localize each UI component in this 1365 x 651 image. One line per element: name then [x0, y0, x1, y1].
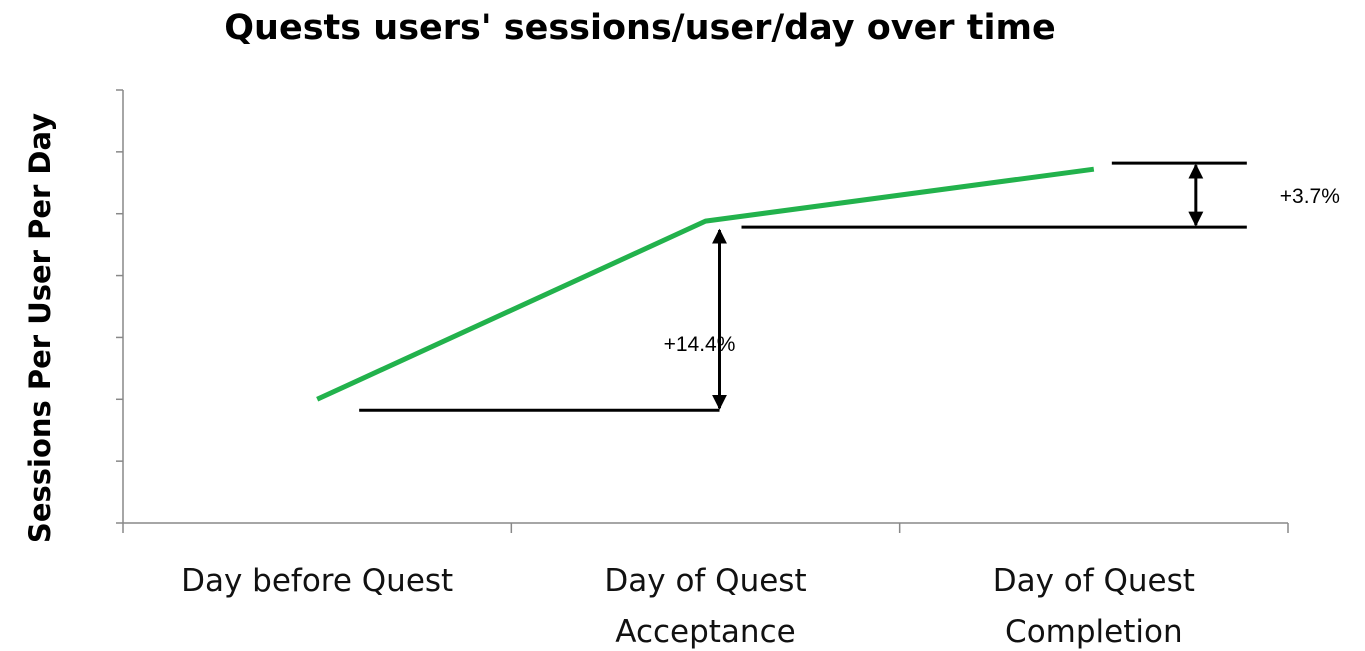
- x-tick-label: Day before Quest: [181, 563, 454, 599]
- y-axis-label: Sessions Per User Per Day: [23, 112, 57, 544]
- annotation: +3.7%: [1279, 185, 1340, 209]
- data-line: [316, 166, 1095, 402]
- x-tick-label: Day of Quest Completion: [992, 563, 1195, 650]
- annotation: +14.4%: [663, 333, 736, 357]
- chart-title: Quests users' sessions/user/day over tim…: [224, 8, 1056, 48]
- x-tick-label: Day of Quest Acceptance: [604, 563, 807, 650]
